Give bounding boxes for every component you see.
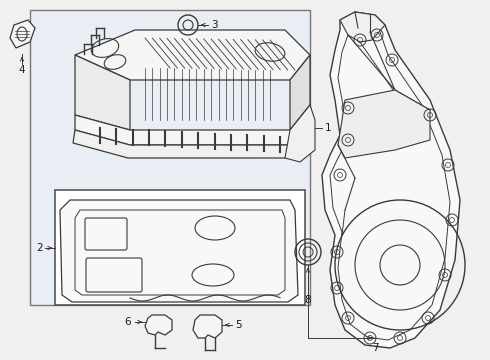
Polygon shape [73,120,310,158]
Text: 7: 7 [372,343,378,353]
Text: 4: 4 [19,65,25,75]
Polygon shape [322,12,460,348]
Polygon shape [338,90,430,158]
Polygon shape [290,55,310,130]
Text: 8: 8 [305,295,311,305]
Polygon shape [75,55,130,130]
Polygon shape [10,20,35,48]
Polygon shape [75,210,285,295]
Bar [55,190,305,305]
Text: 5: 5 [235,320,241,330]
Polygon shape [60,200,298,302]
Polygon shape [75,30,310,80]
Text: 1: 1 [325,123,331,133]
Polygon shape [340,12,385,42]
Bar [30,10,310,305]
Text: 2: 2 [37,243,43,253]
Polygon shape [193,315,222,338]
Polygon shape [145,315,172,335]
Polygon shape [75,105,310,145]
Text: 6: 6 [124,317,131,327]
Polygon shape [285,105,315,162]
Text: 3: 3 [211,20,217,30]
